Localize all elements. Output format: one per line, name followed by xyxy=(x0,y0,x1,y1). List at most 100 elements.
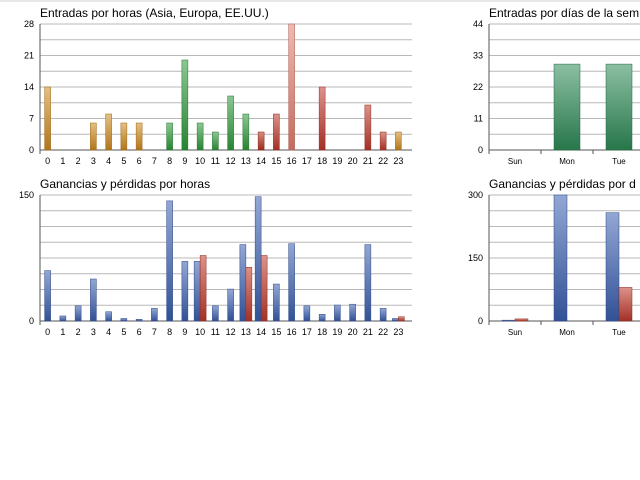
bar xyxy=(193,261,201,322)
pnl-by-weekday-chart: Ganancias y pérdidas por d 0 150 300 Sun Mon… xyxy=(468,177,640,343)
x-tick-label: 10 xyxy=(195,156,205,166)
bar xyxy=(166,122,173,151)
entries-by-weekday-chart: Entradas por días de la sem 0 11 22 33 44 Sun… xyxy=(473,6,640,172)
x-tick-label: 14 xyxy=(256,327,266,337)
bar xyxy=(212,305,219,322)
chart-plot: 0 11 22 33 44 Sun Mon Tue xyxy=(473,19,640,166)
x-tick-label: 8 xyxy=(167,156,172,166)
bar xyxy=(90,122,97,151)
bar xyxy=(105,113,112,151)
bar xyxy=(501,319,516,322)
x-tick-label: 10 xyxy=(195,327,205,337)
y-tick-label: 14 xyxy=(24,82,34,92)
bar xyxy=(349,303,356,322)
top-strip xyxy=(0,0,640,2)
y-tick-label: 150 xyxy=(468,253,483,263)
chart-plot: 0 150 300 Sun Mon Tue xyxy=(468,190,640,337)
bar xyxy=(257,131,265,151)
bar xyxy=(166,200,173,322)
bar xyxy=(105,311,112,322)
x-tick-label: 20 xyxy=(348,327,358,337)
x-tick-label: 0 xyxy=(45,327,50,337)
x-tick-label: 17 xyxy=(302,327,312,337)
y-tick-label: 22 xyxy=(473,82,483,92)
bar xyxy=(318,86,326,151)
bar xyxy=(398,316,405,322)
x-tick-label: 3 xyxy=(91,327,96,337)
bar xyxy=(44,86,51,151)
x-tick-label: 19 xyxy=(332,156,342,166)
y-tick-label: 0 xyxy=(478,316,483,326)
x-tick-label: 1 xyxy=(60,156,65,166)
bar xyxy=(151,308,158,322)
y-tick-label: 33 xyxy=(473,51,483,61)
bar xyxy=(605,63,633,151)
x-tick-label: 18 xyxy=(317,327,327,337)
bar xyxy=(395,131,402,151)
x-tick-label: 2 xyxy=(76,327,81,337)
bar xyxy=(135,319,143,322)
x-tick-label: 5 xyxy=(121,327,126,337)
x-tick-label: 11 xyxy=(211,327,220,337)
x-tick-label: 19 xyxy=(332,327,342,337)
bar xyxy=(379,308,387,322)
x-tick-label: 4 xyxy=(106,156,111,166)
x-tick-label: 15 xyxy=(271,327,281,337)
bar xyxy=(334,304,341,322)
bar xyxy=(392,318,399,322)
x-tick-label: 16 xyxy=(287,327,297,337)
x-tick-label: 12 xyxy=(226,156,236,166)
x-tick-label: 5 xyxy=(121,156,126,166)
x-tick-label: 20 xyxy=(348,156,358,166)
y-tick-label: 44 xyxy=(473,19,483,29)
y-tick-label: 300 xyxy=(468,190,483,200)
bar xyxy=(181,59,189,151)
x-tick-label: 22 xyxy=(378,156,388,166)
x-tick-label: 14 xyxy=(256,156,266,166)
bar xyxy=(379,131,387,151)
x-tick-label: 0 xyxy=(45,156,50,166)
x-tick-label: 23 xyxy=(393,327,403,337)
bar xyxy=(245,266,253,322)
x-tick-label: 17 xyxy=(302,156,312,166)
bar xyxy=(288,243,295,322)
bar xyxy=(618,287,633,322)
y-tick-label: 7 xyxy=(29,114,34,124)
x-tick-label: 21 xyxy=(363,156,373,166)
bar xyxy=(74,305,82,322)
x-tick-label: 15 xyxy=(271,156,281,166)
pnl-by-hours-chart: Ganancias y pérdidas por horas 0 150 0 1 2 3 4… xyxy=(19,177,412,343)
bar xyxy=(135,122,143,151)
bar xyxy=(196,122,204,151)
bar xyxy=(303,305,311,322)
bar xyxy=(273,283,280,322)
bar xyxy=(227,288,234,322)
y-tick-label: 0 xyxy=(478,145,483,155)
bar xyxy=(181,261,189,322)
bar xyxy=(273,113,280,151)
x-tick-label: 6 xyxy=(137,327,142,337)
x-tick-label: 11 xyxy=(211,156,220,166)
bar xyxy=(212,131,219,151)
bar xyxy=(514,318,529,322)
y-tick-label: 0 xyxy=(29,145,34,155)
bar xyxy=(120,318,128,322)
bar xyxy=(288,23,295,151)
bar xyxy=(120,122,128,151)
x-tick-label: 13 xyxy=(241,327,251,337)
x-tick-label: 7 xyxy=(152,156,157,166)
x-tick-label: Sun xyxy=(508,157,522,166)
bar xyxy=(605,212,620,322)
bar xyxy=(553,194,568,322)
bar xyxy=(59,315,67,322)
chart-title: Ganancias y pérdidas por d xyxy=(489,177,636,191)
y-tick-label: 0 xyxy=(29,316,34,326)
bar xyxy=(239,244,247,322)
x-tick-label: 9 xyxy=(182,327,187,337)
bar xyxy=(553,63,581,151)
bar xyxy=(90,278,97,322)
bar xyxy=(364,104,372,151)
x-tick-label: 16 xyxy=(287,156,297,166)
